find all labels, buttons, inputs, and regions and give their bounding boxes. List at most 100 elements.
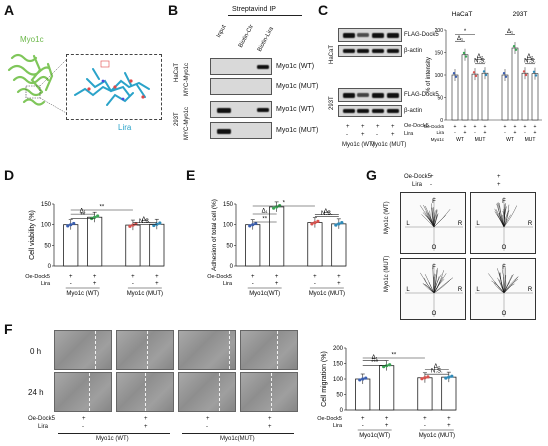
cell-track (503, 214, 511, 228)
cell-track (503, 204, 506, 228)
sig-e-star-label: ** (262, 217, 267, 223)
data-point (340, 221, 344, 225)
group-label-wt: Myo1c (WT) (66, 291, 99, 297)
sig-c-delta2-b-label: Δ₂ (527, 54, 534, 60)
data-point (278, 204, 282, 208)
sig-c-delta2-a-label: Δ₂ (477, 54, 484, 60)
b-blot-3 (210, 101, 272, 118)
lira-sign: - (524, 130, 526, 136)
oe-sign: + (385, 416, 389, 422)
chemotaxis-plot: F L R O (470, 192, 536, 254)
panel-label-e: E (186, 167, 196, 183)
bar (63, 224, 79, 267)
lira-sign: - (424, 423, 426, 429)
lira-sign: + (337, 281, 341, 287)
y-tick-label: 150 (223, 202, 234, 208)
b-blot-4 (210, 122, 272, 139)
y-tick-label: 50 (44, 243, 51, 249)
oe-sign: + (251, 274, 255, 280)
y-tick-label: 150 (435, 51, 444, 57)
data-point (447, 375, 451, 379)
axis-f: F (502, 265, 506, 271)
bar (245, 224, 261, 267)
lira-sign: + (275, 281, 279, 287)
group-label-wt: Myo1c(WT) (359, 433, 390, 439)
scratch-image (240, 330, 298, 370)
lane-biotin-ctr: Biotin-Ctr (238, 23, 256, 49)
bar (451, 74, 459, 121)
scratch-image (178, 372, 236, 412)
myo-group: MUT (475, 137, 486, 143)
row-oe-label: Oe-Dock5 (424, 124, 444, 129)
oe-sign: + (337, 274, 341, 280)
oe-sign: + (313, 274, 317, 280)
c-lira-sign-2: + (361, 132, 365, 138)
lira-row-label: Lira (333, 423, 343, 429)
cell-track (422, 283, 435, 294)
f-group-wt: Myo1c (WT) (96, 436, 129, 442)
sig-c-ns-a-label: N.S. (474, 58, 486, 64)
data-point (364, 376, 368, 380)
cell-track (425, 284, 435, 294)
c-blot-2 (338, 45, 402, 57)
group-label-mut: Myo1c (MUT) (127, 291, 163, 297)
bar (125, 224, 141, 267)
lira-sign: - (474, 130, 476, 136)
data-point (514, 48, 518, 51)
y-tick-label: 0 (440, 118, 443, 124)
oe-sign: + (447, 416, 451, 422)
y-tick-label: 150 (333, 362, 344, 368)
chemotaxis-plot: F L R O (400, 258, 466, 320)
oe-sign: + (155, 274, 159, 280)
sig-c-delta1-a-label: Δ₁ (457, 36, 463, 42)
g-oe-label: Oe-Dock5 (404, 174, 432, 180)
myo-group: WT (506, 137, 514, 143)
oe-sign: + (131, 274, 135, 280)
data-point (334, 223, 338, 227)
scratch-image (54, 372, 112, 412)
axis-f: F (432, 265, 436, 271)
group-label-wt: Myo1c(WT) (249, 291, 280, 297)
cell-track (494, 208, 505, 228)
bar (511, 47, 519, 121)
b-row-4: Myo1c (MUT) (276, 127, 319, 134)
f-time-0: 0 h (30, 347, 42, 356)
sig-c-star-label: * (464, 29, 467, 35)
cell-track (433, 209, 451, 228)
data-point (361, 377, 365, 381)
lira-sign: + (155, 281, 159, 287)
c-lira-label: Lira (404, 131, 414, 137)
lira-sign: + (447, 423, 451, 429)
data-point (482, 70, 486, 73)
lira-sign: + (93, 281, 97, 287)
cell-track (433, 273, 435, 294)
lane-biotin-lira: Biotin-Lira (257, 26, 275, 53)
data-point (484, 73, 488, 77)
sig-f-star-label: *** (371, 360, 379, 366)
f-lira-sign-3: - (206, 424, 208, 430)
ip-header-line (228, 15, 302, 16)
lane-input: Input (216, 24, 228, 39)
c-blot-3 (338, 88, 402, 102)
scratch-image (116, 372, 174, 412)
data-point (450, 374, 454, 378)
b-row-2: Myo1c (MUT) (276, 83, 319, 90)
panel-label-c: C (318, 2, 329, 18)
oe-sign: + (534, 124, 537, 130)
b-cell-line-top: HaCaT (174, 62, 180, 82)
panel-label-g: G (366, 167, 377, 183)
c-oe-sign-4: + (391, 124, 395, 130)
data-point (420, 377, 424, 381)
bar (481, 72, 489, 121)
c-cell-line-top: HaCaT (329, 44, 335, 64)
bar (471, 73, 479, 121)
row-lira-label: Lira (436, 130, 444, 135)
c-lira-sign-4: + (391, 132, 395, 138)
y-axis-label: % of intensity (426, 57, 432, 93)
sig-c-ns-b-label: N.S. (524, 58, 536, 64)
g-oe-sign-1: + (430, 174, 434, 180)
data-point (128, 224, 132, 228)
sig-e-ns-label: N.S. (321, 211, 333, 217)
row-myo-label: Myo1c (431, 137, 445, 142)
